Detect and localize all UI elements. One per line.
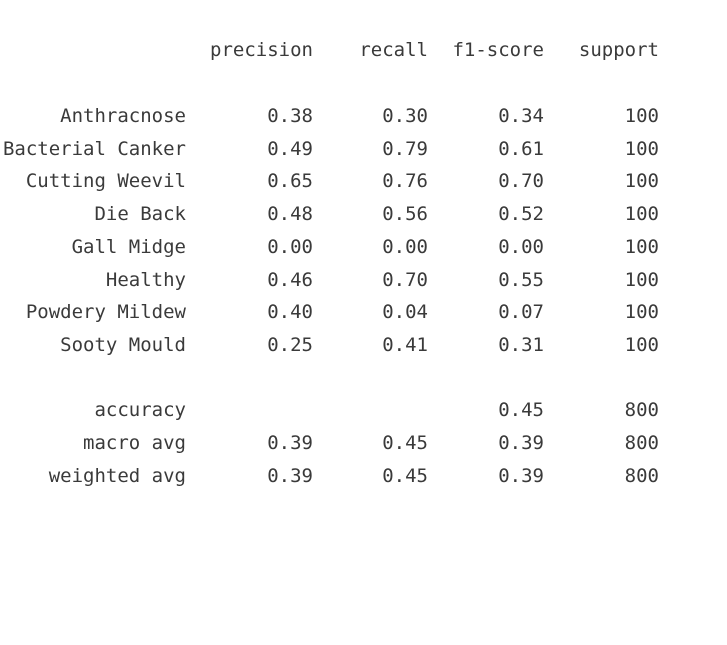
class-row-sooty-mould: Sooty Mould 0.25 0.41 0.31 100 (0, 332, 727, 358)
class-row-anthracnose: Anthracnose 0.38 0.30 0.34 100 (0, 103, 727, 129)
f1-score-value: 0.39 (498, 465, 544, 487)
recall-value: 0.04 (382, 301, 428, 323)
recall-value: 0.45 (382, 465, 428, 487)
summary-row-macro-avg: macro avg 0.39 0.45 0.39 800 (0, 430, 727, 456)
recall-value: 0.30 (382, 105, 428, 127)
f1-score-value: 0.39 (498, 432, 544, 454)
recall-value: 0.41 (382, 334, 428, 356)
class-row-healthy: Healthy 0.46 0.70 0.55 100 (0, 267, 727, 293)
row-label: Die Back (94, 203, 186, 225)
f1-score-value: 0.55 (498, 269, 544, 291)
support-value: 100 (624, 334, 659, 356)
support-value: 100 (624, 269, 659, 291)
row-label: Powdery Mildew (25, 301, 186, 323)
precision-value: 0.49 (267, 138, 313, 160)
recall-value: 0.76 (382, 170, 428, 192)
f1-score-value: 0.07 (498, 301, 544, 323)
header-row: precision recall f1-score support (0, 37, 727, 63)
support-value: 800 (624, 465, 659, 487)
f1-score-value: 0.45 (498, 399, 544, 421)
f1-score-value: 0.31 (498, 334, 544, 356)
recall-value: 0.00 (382, 236, 428, 258)
header-support: support (578, 39, 659, 61)
class-row-die-back: Die Back 0.48 0.56 0.52 100 (0, 201, 727, 227)
recall-value: 0.45 (382, 432, 428, 454)
support-value: 100 (624, 301, 659, 323)
precision-value: 0.00 (267, 236, 313, 258)
support-value: 800 (624, 399, 659, 421)
support-value: 100 (624, 138, 659, 160)
support-value: 100 (624, 105, 659, 127)
precision-value: 0.25 (267, 334, 313, 356)
class-row-bacterial-canker: Bacterial Canker 0.49 0.79 0.61 100 (0, 136, 727, 162)
precision-value: 0.46 (267, 269, 313, 291)
support-value: 100 (624, 236, 659, 258)
f1-score-value: 0.61 (498, 138, 544, 160)
header-precision: precision (210, 39, 313, 61)
header-f1-score: f1-score (452, 39, 544, 61)
row-label: Anthracnose (60, 105, 186, 127)
summary-row-accuracy: accuracy 0.45 800 (0, 397, 727, 423)
precision-value: 0.39 (267, 465, 313, 487)
f1-score-value: 0.52 (498, 203, 544, 225)
precision-value: 0.38 (267, 105, 313, 127)
support-value: 100 (624, 170, 659, 192)
precision-value: 0.40 (267, 301, 313, 323)
support-value: 800 (624, 432, 659, 454)
precision-value: 0.48 (267, 203, 313, 225)
row-label: accuracy (94, 399, 186, 421)
row-label: Healthy (105, 269, 186, 291)
precision-value: 0.65 (267, 170, 313, 192)
row-label: Gall Midge (71, 236, 186, 258)
row-label: weighted avg (48, 465, 186, 487)
f1-score-value: 0.00 (498, 236, 544, 258)
summary-row-weighted-avg: weighted avg 0.39 0.45 0.39 800 (0, 463, 727, 489)
classification-report: precision recall f1-score support Anthra… (0, 37, 727, 489)
row-label: Cutting Weevil (25, 170, 186, 192)
row-label: macro avg (83, 432, 186, 454)
header-recall: recall (359, 39, 428, 61)
recall-value: 0.56 (382, 203, 428, 225)
f1-score-value: 0.34 (498, 105, 544, 127)
recall-value: 0.79 (382, 138, 428, 160)
class-row-powdery-mildew: Powdery Mildew 0.40 0.04 0.07 100 (0, 299, 727, 325)
class-row-gall-midge: Gall Midge 0.00 0.00 0.00 100 (0, 234, 727, 260)
class-row-cutting-weevil: Cutting Weevil 0.65 0.76 0.70 100 (0, 168, 727, 194)
f1-score-value: 0.70 (498, 170, 544, 192)
support-value: 100 (624, 203, 659, 225)
recall-value: 0.70 (382, 269, 428, 291)
row-label: Sooty Mould (60, 334, 186, 356)
row-label: Bacterial Canker (2, 138, 186, 160)
precision-value: 0.39 (267, 432, 313, 454)
